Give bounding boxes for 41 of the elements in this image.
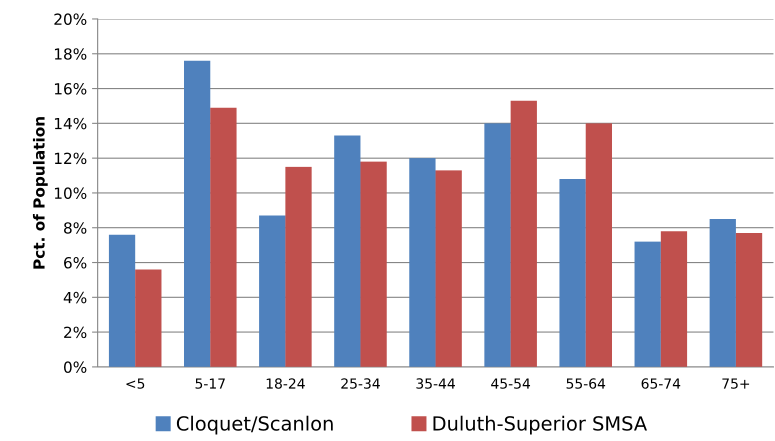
bar [184,60,210,367]
bar [436,170,462,367]
y-tick-label: 18% [54,48,86,60]
bar [135,269,162,367]
x-tick-label: <5 [126,378,144,389]
bar [510,100,537,367]
legend-label: Duluth-Superior SMSA [434,416,647,435]
x-tick-label: 75+ [722,378,750,389]
y-tick-label: 2% [64,326,86,338]
bar [108,234,136,367]
y-tick-label: 14% [54,118,86,130]
x-tick-label: 18-24 [266,378,305,389]
bar [660,231,688,367]
y-tick-label: 16% [54,83,86,95]
bar [360,162,387,367]
y-axis-title: Pct. of Population [32,117,48,269]
y-tick-label: 20% [54,13,86,25]
bar [736,232,762,367]
y-tick-label: 6% [64,256,86,269]
bar [559,179,586,367]
x-tick-label: 5-17 [196,378,225,389]
x-tick-label: 65-74 [642,378,680,389]
bar [334,136,360,367]
y-tick-label: 0% [64,361,86,373]
x-tick-label: 25-34 [341,378,380,389]
bar [285,166,312,367]
bar [210,108,237,367]
bar [586,123,612,367]
y-tick-label: 4% [64,292,86,304]
y-tick-label: 8% [64,222,86,234]
bar [710,219,736,367]
x-tick-label: 45-54 [491,378,530,389]
bar [259,216,286,367]
bar [634,242,661,367]
y-tick-label: 10% [54,187,86,199]
legend-label: Cloquet/Scanlon [176,416,333,435]
x-tick-label: 35-44 [416,378,455,389]
y-tick-label: 12% [54,152,86,164]
x-tick-label: 55-64 [566,378,606,389]
bar [484,123,511,367]
bar [409,158,436,367]
